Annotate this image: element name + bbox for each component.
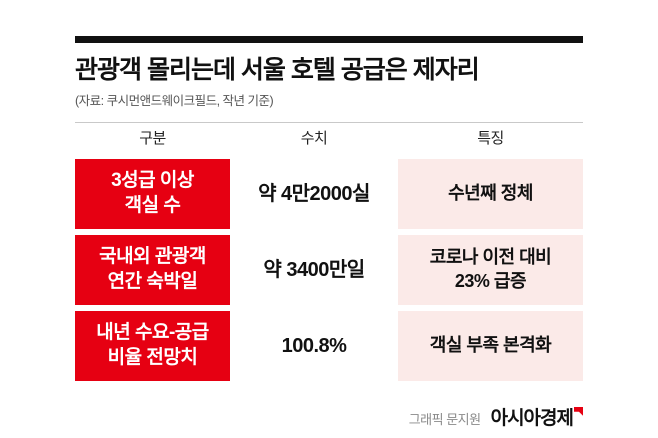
row-label-supply-ratio: 내년 수요-공급 비율 전망치 [75, 310, 230, 381]
data-table: 구분 수치 특징 3성급 이상 객실 수 약 4만2000실 수년째 정체 국내… [75, 121, 583, 381]
row-label-room-count: 3성급 이상 객실 수 [75, 158, 230, 229]
footer: 그래픽 문지원 아시아경제 [75, 403, 583, 430]
row-note-tourist-nights: 코로나 이전 대비 23% 급증 [398, 234, 583, 305]
row-value-room-count: 약 4만2000실 [230, 158, 398, 229]
row-value-tourist-nights: 약 3400만일 [230, 234, 398, 305]
row-note-room-count: 수년째 정체 [398, 158, 583, 229]
brand-logo-mark-icon [574, 406, 583, 416]
content-area: 관광객 몰리는데 서울 호텔 공급은 제자리 (자료: 쿠시먼앤드웨이크필드, … [75, 36, 583, 430]
col-header-figure: 수치 [300, 130, 328, 148]
col-header-feature: 특징 [477, 130, 504, 148]
col-header-category: 구분 [139, 130, 166, 148]
row-label-tourist-nights: 국내외 관광객 연간 숙박일 [75, 234, 230, 305]
page-title: 관광객 몰리는데 서울 호텔 공급은 제자리 [75, 56, 480, 84]
row-value-supply-ratio: 100.8% [230, 310, 398, 381]
row-note-supply-ratio: 객실 부족 본격화 [398, 310, 583, 381]
graphic-credit: 그래픽 문지원 [408, 411, 481, 427]
brand-logo: 아시아경제 [491, 403, 583, 430]
title-top-rule [75, 36, 583, 43]
source-note: (자료: 쿠시먼앤드웨이크필드, 작년 기준) [75, 93, 274, 108]
brand-logo-text: 아시아경제 [490, 407, 574, 429]
